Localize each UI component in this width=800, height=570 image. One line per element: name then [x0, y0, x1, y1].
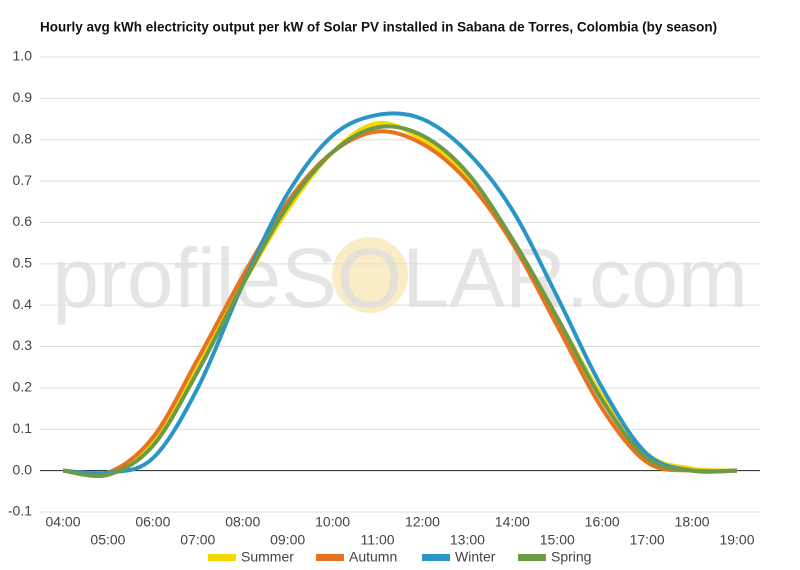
x-tick-label: 15:00 — [540, 532, 575, 548]
legend-label: Autumn — [349, 549, 397, 565]
y-tick-label: 0.6 — [13, 213, 33, 229]
legend-label: Spring — [551, 549, 591, 565]
y-tick-label: 0.1 — [13, 420, 33, 436]
y-tick-label: 0.9 — [13, 89, 33, 105]
x-tick-label: 10:00 — [315, 514, 350, 530]
series-line — [62, 124, 738, 478]
x-tick-label: 06:00 — [135, 514, 170, 530]
legend-label: Summer — [241, 549, 294, 565]
x-tick-label: 09:00 — [270, 532, 305, 548]
legend-swatch — [518, 554, 546, 561]
x-tick-label: 12:00 — [405, 514, 440, 530]
series-line — [62, 111, 738, 476]
y-tick-label: 0.2 — [13, 379, 33, 395]
y-tick-label: 1.0 — [13, 48, 33, 64]
legend-swatch — [422, 554, 450, 561]
chart-title: Hourly avg kWh electricity output per kW… — [40, 20, 717, 35]
x-tick-label: 05:00 — [90, 532, 125, 548]
x-tick-label: 13:00 — [450, 532, 485, 548]
series-line — [62, 129, 738, 477]
x-tick-label: 19:00 — [719, 532, 754, 548]
y-tick-label: 0.8 — [13, 130, 33, 146]
x-tick-label: 18:00 — [675, 514, 710, 530]
y-tick-label: 0.0 — [13, 461, 33, 477]
x-tick-label: 04:00 — [45, 514, 80, 530]
watermark: profileSOLAR.com — [52, 231, 748, 325]
x-tick-label: 16:00 — [585, 514, 620, 530]
x-tick-label: 08:00 — [225, 514, 260, 530]
y-tick-label: 0.4 — [13, 296, 33, 312]
x-tick-label: 14:00 — [495, 514, 530, 530]
watermark-sun — [332, 237, 408, 313]
legend-swatch — [208, 554, 236, 561]
legend-swatch — [316, 554, 344, 561]
y-tick-label: 0.5 — [13, 255, 33, 271]
x-tick-label: 11:00 — [361, 532, 395, 548]
y-tick-label: -0.1 — [8, 503, 32, 519]
y-tick-label: 0.7 — [13, 172, 33, 188]
x-tick-label: 07:00 — [180, 532, 215, 548]
legend-label: Winter — [455, 549, 496, 565]
x-tick-label: 17:00 — [630, 532, 665, 548]
y-tick-label: 0.3 — [13, 337, 33, 353]
